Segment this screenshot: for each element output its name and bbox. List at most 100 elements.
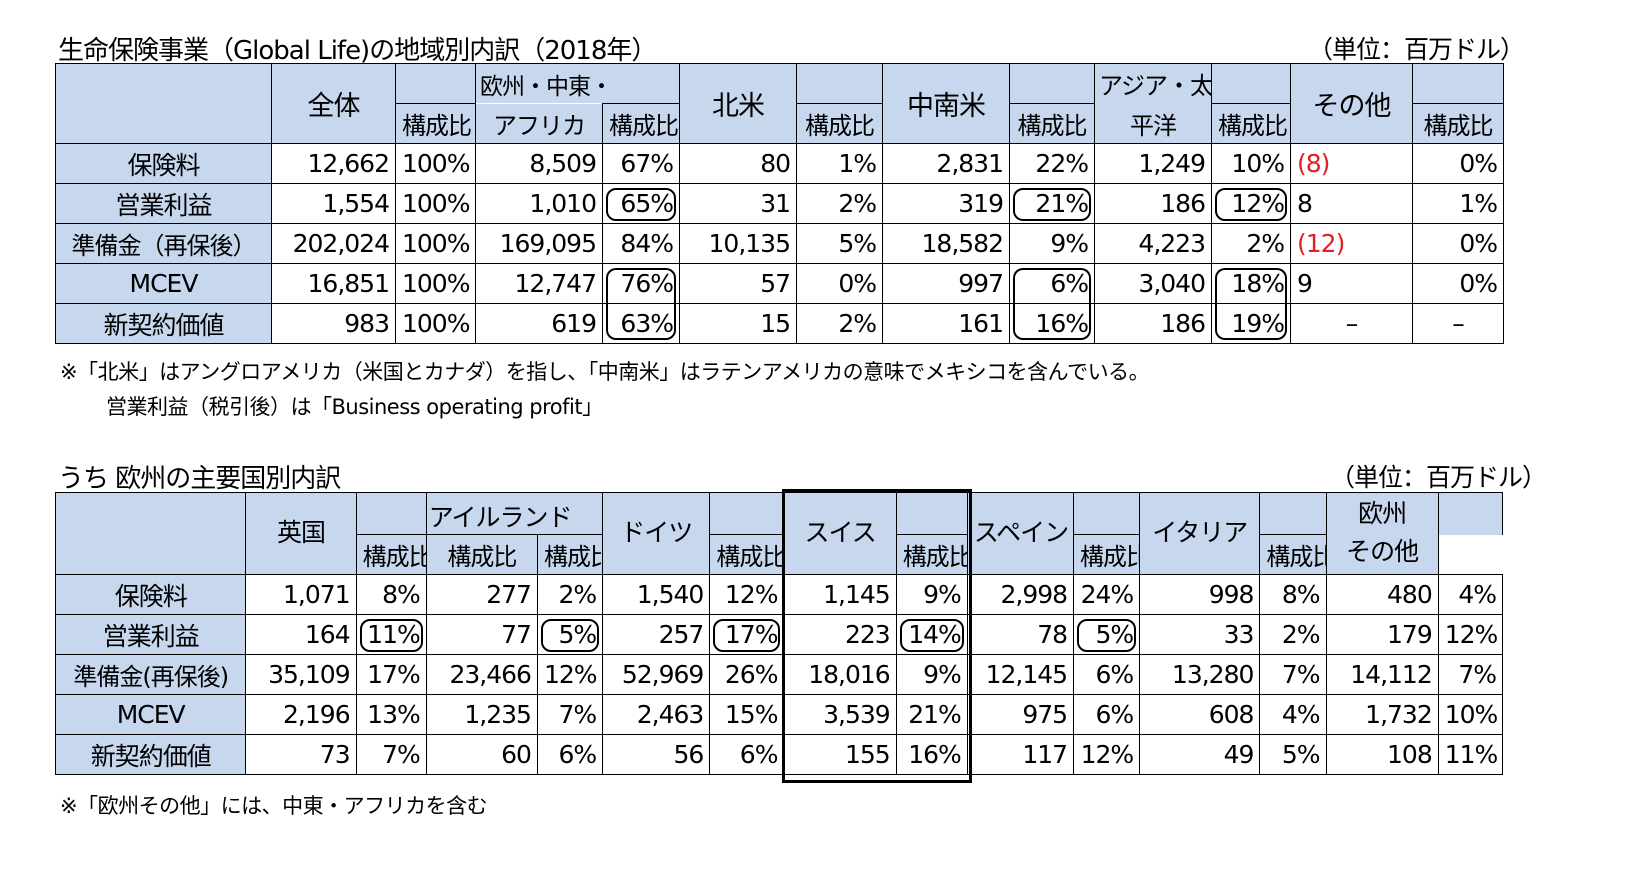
table-row: 準備金（再保後） 202,024 100% 169,095 84% 10,135… bbox=[55, 223, 1504, 264]
row-label: 新契約価値 bbox=[54, 734, 247, 775]
cell: 13% bbox=[355, 694, 427, 735]
cell: 80 bbox=[679, 143, 797, 184]
cell: 2% bbox=[1259, 614, 1327, 655]
cell: 100% bbox=[395, 263, 476, 304]
ratio-header: 構成比 bbox=[425, 534, 538, 575]
cell: 998 bbox=[1139, 574, 1261, 615]
cell: 7% bbox=[536, 694, 604, 735]
cell: 975 bbox=[966, 694, 1075, 735]
cell: 12,747 bbox=[475, 263, 603, 304]
cell: 6% bbox=[1073, 694, 1141, 735]
cell: 100% bbox=[395, 223, 476, 264]
row-label: 準備金（再保後） bbox=[55, 223, 272, 264]
cell: 7% bbox=[355, 734, 427, 775]
cell: 26% bbox=[709, 654, 785, 695]
table1-note-line1: ※「北米」はアングロアメリカ（米国とカナダ）を指し、「中南米」はラテンアメリカの… bbox=[60, 360, 1150, 384]
col-latin-america: 中南米 bbox=[882, 63, 1010, 144]
cell: 186 bbox=[1094, 303, 1212, 344]
cell: 223 bbox=[783, 614, 897, 655]
cell: 164 bbox=[245, 614, 357, 655]
cell: 0% bbox=[1412, 143, 1504, 184]
ratio-header: 構成比 bbox=[1073, 534, 1141, 575]
cell: 12,662 bbox=[271, 143, 396, 184]
cell: 15% bbox=[709, 694, 785, 735]
cell: 2% bbox=[796, 303, 883, 344]
ratio-header: 構成比 bbox=[536, 534, 604, 575]
cell: 11% bbox=[1437, 734, 1504, 775]
cell: 2,831 bbox=[882, 143, 1010, 184]
cell: 1,145 bbox=[783, 574, 897, 615]
col-italy: イタリア bbox=[1139, 492, 1261, 575]
cell: 67% bbox=[602, 143, 680, 184]
cell: 16,851 bbox=[271, 263, 396, 304]
col-emea-line2: アフリカ bbox=[475, 103, 603, 144]
table-row: 営業利益 1,554 100% 1,010 65% 31 2% 319 21% … bbox=[55, 183, 1504, 224]
cell: 49 bbox=[1139, 734, 1261, 775]
cell: 117 bbox=[966, 734, 1075, 775]
row-label: 準備金(再保後) bbox=[54, 654, 247, 695]
cell: 84% bbox=[602, 223, 680, 264]
cell-highlighted: 16% bbox=[1009, 303, 1095, 344]
ratio-header: 構成比 bbox=[1211, 103, 1291, 144]
table-row: 新契約価値 983 100% 619 63% 15 2% 161 16% 186… bbox=[55, 303, 1504, 344]
col-total: 全体 bbox=[271, 63, 396, 144]
cell: 14,112 bbox=[1325, 654, 1439, 695]
cell: 0% bbox=[796, 263, 883, 304]
cell: 5% bbox=[1259, 734, 1327, 775]
cell: 31 bbox=[679, 183, 797, 224]
table2-note: ※「欧州その他」には、中東・アフリカを含む bbox=[60, 794, 488, 818]
cell: 12% bbox=[536, 654, 604, 695]
cell: 8% bbox=[1259, 574, 1327, 615]
col-other: その他 bbox=[1290, 63, 1413, 144]
cell: 319 bbox=[882, 183, 1010, 224]
row-label: 保険料 bbox=[55, 143, 272, 184]
regional-breakdown-table: 全体 欧州・中東・ 北米 中南米 アジア・太 その他 構成比 アフリカ 構成比 … bbox=[55, 63, 1504, 344]
cell: 33 bbox=[1139, 614, 1261, 655]
cell-negative: (8) bbox=[1290, 143, 1413, 184]
cell: 257 bbox=[602, 614, 711, 655]
cell: 277 bbox=[425, 574, 538, 615]
cell: 0% bbox=[1412, 223, 1504, 264]
cell: 4,223 bbox=[1094, 223, 1212, 264]
cell: 16% bbox=[895, 734, 968, 775]
cell-highlighted: 21% bbox=[1009, 183, 1095, 224]
cell: 2% bbox=[536, 574, 604, 615]
cell: 169,095 bbox=[475, 223, 603, 264]
cell: 108 bbox=[1325, 734, 1439, 775]
cell: 480 bbox=[1325, 574, 1439, 615]
table1-note-line2: 営業利益（税引後）は「Business operating profit」 bbox=[106, 395, 603, 419]
col-germany: ドイツ bbox=[602, 492, 711, 575]
col-europe-other-line1: 欧州 bbox=[1358, 498, 1407, 528]
cell: 1,010 bbox=[475, 183, 603, 224]
cell-highlighted: 76% bbox=[602, 263, 680, 304]
cell-highlighted: 65% bbox=[602, 183, 680, 224]
cell-highlighted: 17% bbox=[709, 614, 785, 655]
cell: 179 bbox=[1325, 614, 1439, 655]
cell: 23,466 bbox=[425, 654, 538, 695]
row-label: MCEV bbox=[54, 694, 247, 735]
col-europe-other: 欧州 その他 bbox=[1325, 492, 1439, 575]
table-row: 保険料 12,662 100% 8,509 67% 80 1% 2,831 22… bbox=[55, 143, 1504, 184]
header-corner bbox=[54, 492, 247, 575]
row-label: 保険料 bbox=[54, 574, 247, 615]
table-row: MCEV 2,196 13% 1,235 7% 2,463 15% 3,539 … bbox=[54, 694, 1504, 735]
cell-highlighted: 63% bbox=[602, 303, 680, 344]
cell: 997 bbox=[882, 263, 1010, 304]
row-label: 営業利益 bbox=[54, 614, 247, 655]
col-switzerland: スイス bbox=[783, 492, 897, 575]
header-corner bbox=[55, 63, 272, 144]
cell: 12% bbox=[709, 574, 785, 615]
cell: 4% bbox=[1259, 694, 1327, 735]
ratio-header: 構成比 bbox=[395, 103, 476, 144]
table2-unit: （単位：百万ドル） bbox=[1330, 463, 1547, 492]
col-spain: スペイン bbox=[966, 492, 1075, 575]
table1-unit: （単位：百万ドル） bbox=[1308, 35, 1525, 64]
ratio-header: 構成比 bbox=[602, 103, 680, 144]
cell: 983 bbox=[271, 303, 396, 344]
col-north-america: 北米 bbox=[679, 63, 797, 144]
cell: 0% bbox=[1412, 263, 1504, 304]
ratio-header: 構成比 bbox=[895, 534, 968, 575]
cell: 17% bbox=[355, 654, 427, 695]
col-emea-line1: 欧州・中東・ bbox=[480, 73, 613, 100]
col-apac-line2: 平洋 bbox=[1094, 103, 1212, 144]
